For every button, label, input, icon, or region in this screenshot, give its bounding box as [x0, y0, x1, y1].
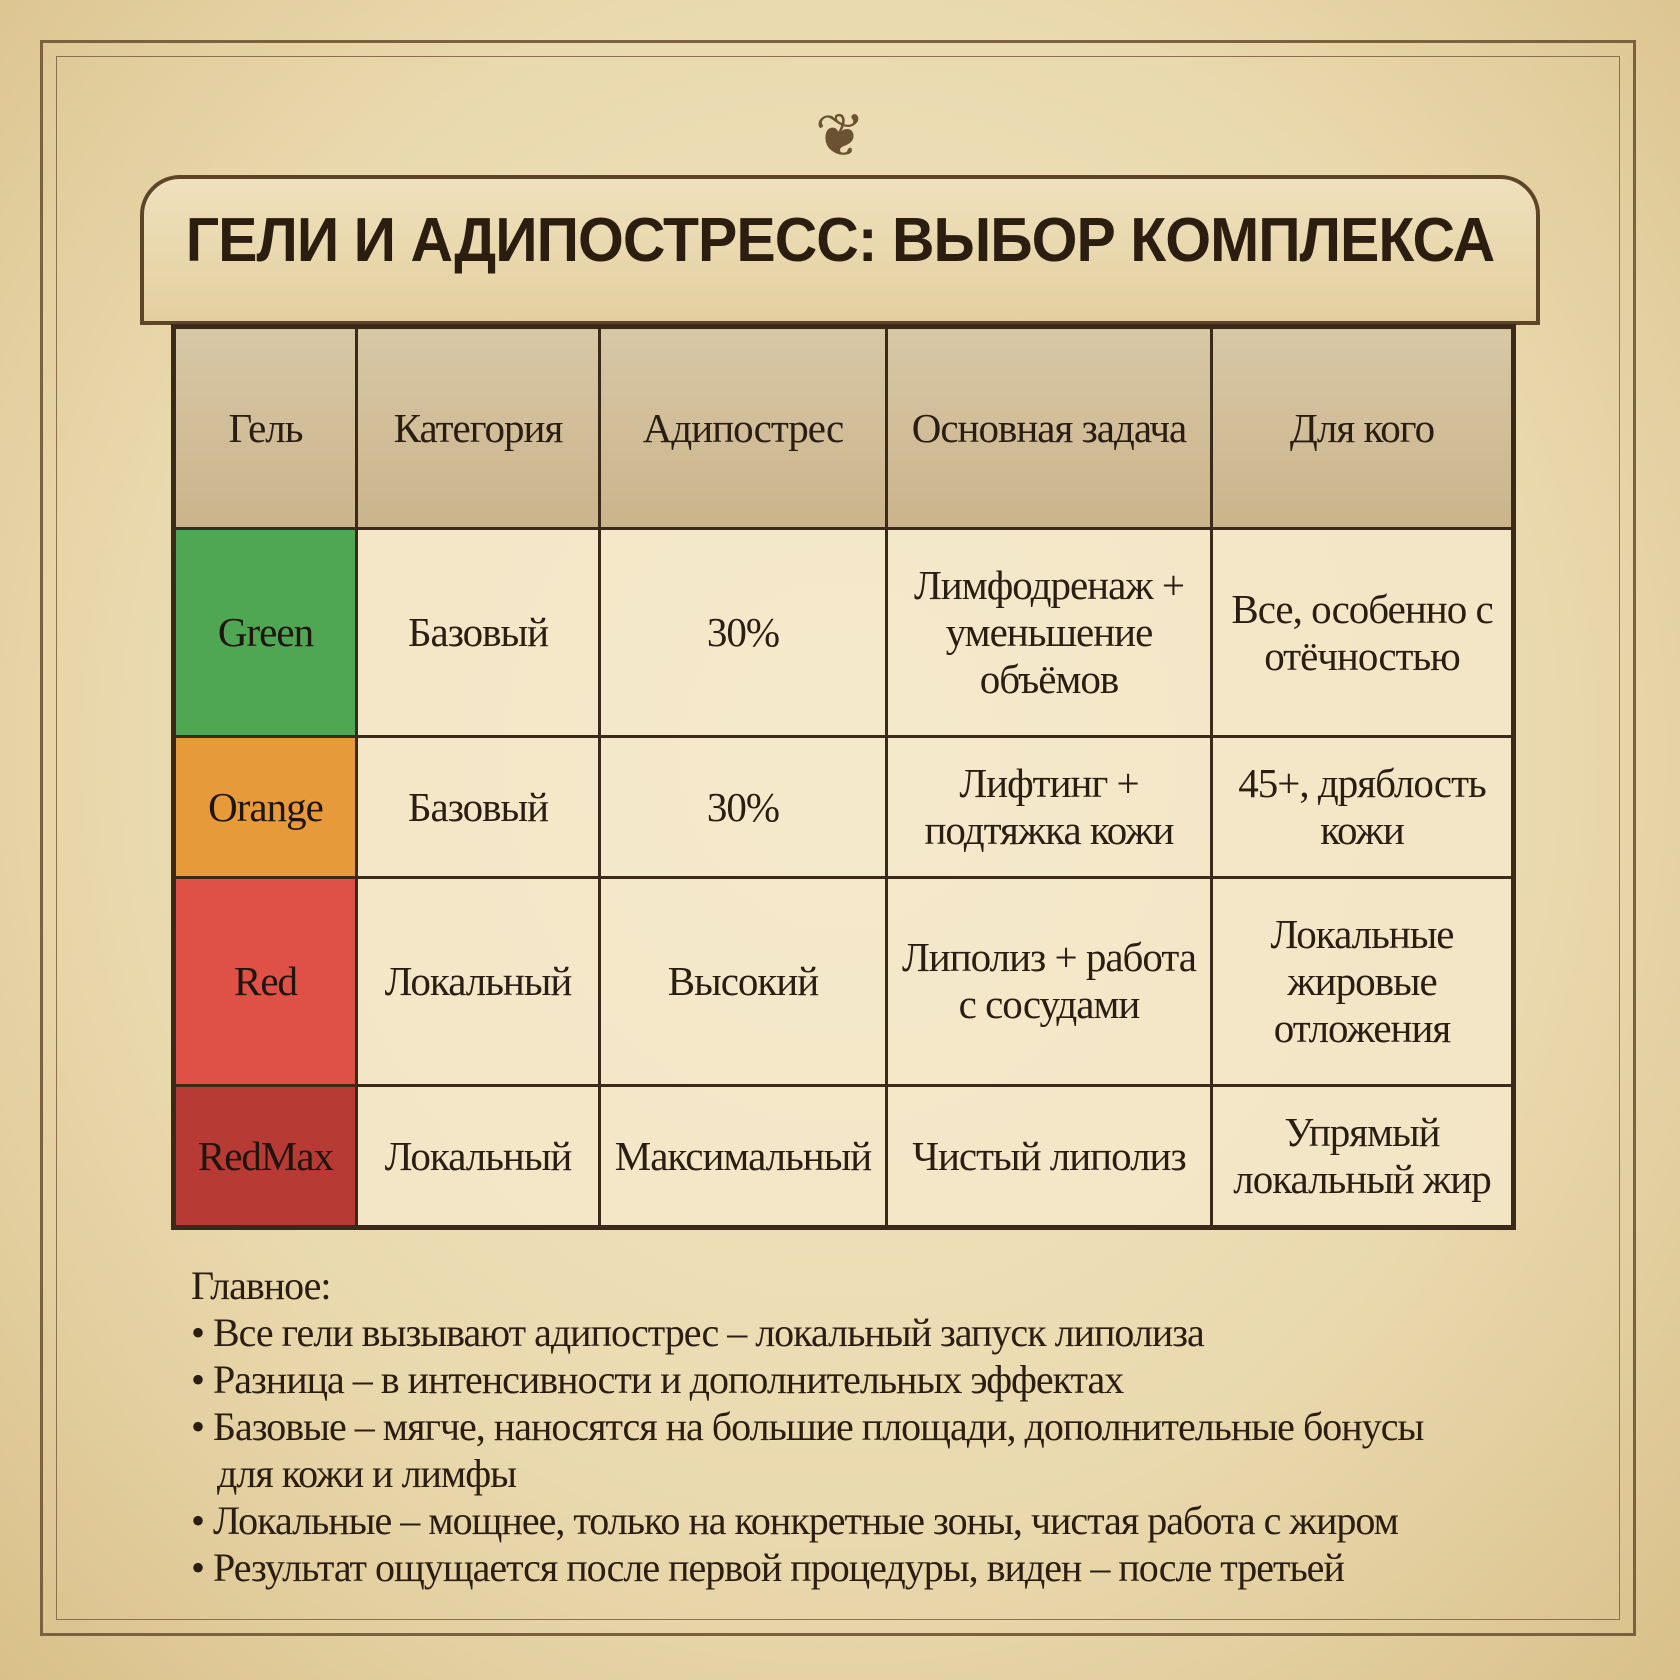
header-gel: Гель	[172, 325, 358, 530]
summary-item: • Результат ощущается после первой проце…	[191, 1545, 1345, 1590]
summary-item: • Разница – в интенсивности и дополнител…	[191, 1357, 1124, 1402]
summary-section: Главное: • Все гели вызывают адипострес …	[191, 1262, 1467, 1591]
adipostress-cell: Максимальный	[598, 1084, 888, 1229]
gel-cell: Red	[172, 875, 358, 1088]
target-cell: Упрямый локальный жир	[1210, 1084, 1515, 1229]
category-cell: Базовый	[355, 735, 601, 879]
category-cell: Базовый	[355, 526, 601, 739]
adipostress-cell: 30%	[598, 526, 888, 739]
header-adipostress: Адипострес	[598, 325, 888, 530]
table-row: Orange Базовый 30% Лифтинг + подтяжка ко…	[172, 735, 1515, 879]
summary-item: • Базовые – мягче, наносятся на большие …	[191, 1404, 1424, 1496]
inner-frame	[56, 56, 1620, 1620]
table-row: RedMax Локальный Максимальный Чистый лип…	[172, 1084, 1515, 1229]
task-cell: Липолиз + работа с сосудами	[885, 875, 1213, 1088]
title-banner	[140, 175, 1540, 325]
page-title: ГЕЛИ И АДИПОСТРЕСС: ВЫБОР КОМПЛЕКСА	[185, 206, 1496, 275]
adipostress-cell: 30%	[598, 735, 888, 879]
summary-item: • Все гели вызывают адипострес – локальн…	[191, 1310, 1205, 1355]
task-cell: Чистый липолиз	[885, 1084, 1213, 1229]
fleur-ornament-icon: ❦	[814, 103, 866, 169]
target-cell: 45+, дряблость кожи	[1210, 735, 1515, 879]
category-cell: Локальный	[355, 875, 601, 1088]
category-cell: Локальный	[355, 1084, 601, 1229]
summary-item: • Локальные – мощнее, только на конкретн…	[191, 1498, 1399, 1543]
target-cell: Все, особенно с отёчностью	[1210, 526, 1515, 739]
header-category: Категория	[355, 325, 601, 530]
gel-cell: Green	[172, 526, 358, 739]
table-row: Green Базовый 30% Лимфодренаж + уменьшен…	[172, 526, 1515, 739]
target-cell: Локальные жировые отложения	[1210, 875, 1515, 1088]
adipostress-cell: Высокий	[598, 875, 888, 1088]
gel-cell: RedMax	[172, 1084, 358, 1229]
outer-frame	[40, 40, 1636, 1636]
table-row: Red Локальный Высокий Липолиз + работа с…	[172, 875, 1515, 1088]
header-task: Основная задача	[885, 325, 1213, 530]
header-target: Для кого	[1210, 325, 1515, 530]
task-cell: Лифтинг + подтяжка кожи	[885, 735, 1213, 879]
gel-comparison-table: Гель Категория Адипострес Основная задач…	[171, 324, 1516, 1230]
task-cell: Лимфодренаж + уменьшение объёмов	[885, 526, 1213, 739]
summary-heading: Главное:	[191, 1263, 331, 1308]
table-header-row: Гель Категория Адипострес Основная задач…	[172, 325, 1515, 530]
gel-cell: Orange	[172, 735, 358, 879]
